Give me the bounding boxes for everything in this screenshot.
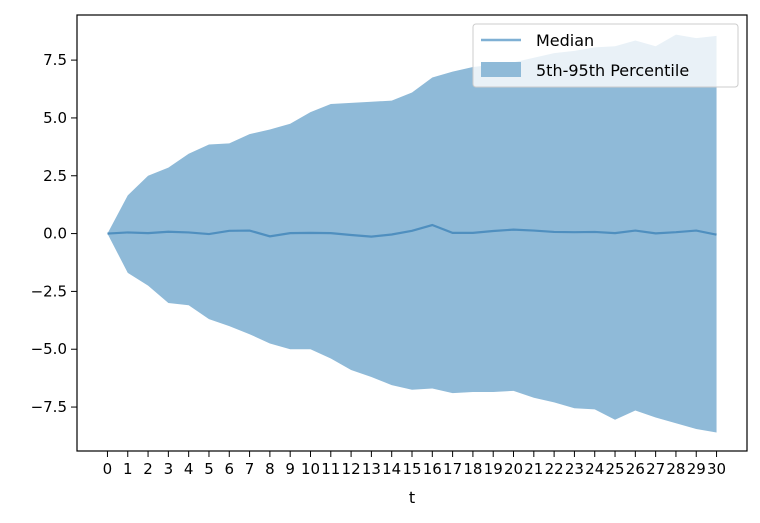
x-tick-label: 15	[402, 460, 421, 478]
y-tick-label: 5.0	[43, 109, 67, 127]
plot-area	[107, 34, 717, 433]
x-tick-label: 2	[143, 460, 153, 478]
x-axis: 0 1 2 3 4 5 6 7 8 9 10 11 12 13 14 15 16 17 18 19 20 21 22 23 24…	[103, 451, 726, 478]
x-tick-label: 17	[443, 460, 462, 478]
x-tick-label: 13	[362, 460, 381, 478]
y-axis: −7.5 −5.0 −2.5 0.0 2.5 5.0 7.5	[31, 51, 77, 416]
x-tick-label: 6	[224, 460, 234, 478]
y-tick-label: −2.5	[31, 282, 67, 300]
x-tick-label: 24	[585, 460, 604, 478]
y-tick-label: 7.5	[43, 51, 67, 69]
x-tick-label: 18	[463, 460, 482, 478]
x-tick-label: 21	[524, 460, 543, 478]
y-tick-label: −5.0	[31, 340, 67, 358]
y-tick-label: 2.5	[43, 167, 67, 185]
x-tick-label: 23	[565, 460, 584, 478]
x-tick-label: 27	[646, 460, 665, 478]
x-tick-label: 19	[484, 460, 503, 478]
x-tick-label: 26	[626, 460, 645, 478]
x-tick-label: 1	[123, 460, 133, 478]
plot-frame	[76, 14, 748, 452]
x-tick-label: 14	[382, 460, 401, 478]
legend-band-label: 5th-95th Percentile	[536, 61, 689, 80]
x-tick-label: 7	[245, 460, 255, 478]
legend-band-swatch	[481, 62, 521, 77]
x-tick-label: 5	[204, 460, 214, 478]
x-tick-label: 28	[666, 460, 685, 478]
x-tick-label: 0	[103, 460, 113, 478]
x-tick-label: 10	[301, 460, 320, 478]
legend-box	[472, 23, 739, 88]
x-tick-label: 25	[605, 460, 624, 478]
x-tick-label: 11	[321, 460, 340, 478]
x-axis-label: t	[409, 488, 415, 507]
x-tick-label: 30	[707, 460, 726, 478]
y-tick-label: 0.0	[43, 225, 67, 243]
x-tick-label: 22	[545, 460, 564, 478]
x-tick-label: 3	[164, 460, 174, 478]
x-tick-label: 29	[687, 460, 706, 478]
x-tick-label: 12	[342, 460, 361, 478]
x-tick-label: 4	[184, 460, 194, 478]
x-tick-label: 8	[265, 460, 275, 478]
y-tick-label: −7.5	[31, 398, 67, 416]
x-tick-label: 9	[285, 460, 295, 478]
legend-median-label: Median	[536, 31, 594, 50]
percentile-band	[107, 34, 717, 433]
x-tick-label: 16	[423, 460, 442, 478]
median-line	[107, 223, 717, 238]
x-tick-label: 20	[504, 460, 523, 478]
legend: Median 5th-95th Percentile	[472, 23, 739, 88]
